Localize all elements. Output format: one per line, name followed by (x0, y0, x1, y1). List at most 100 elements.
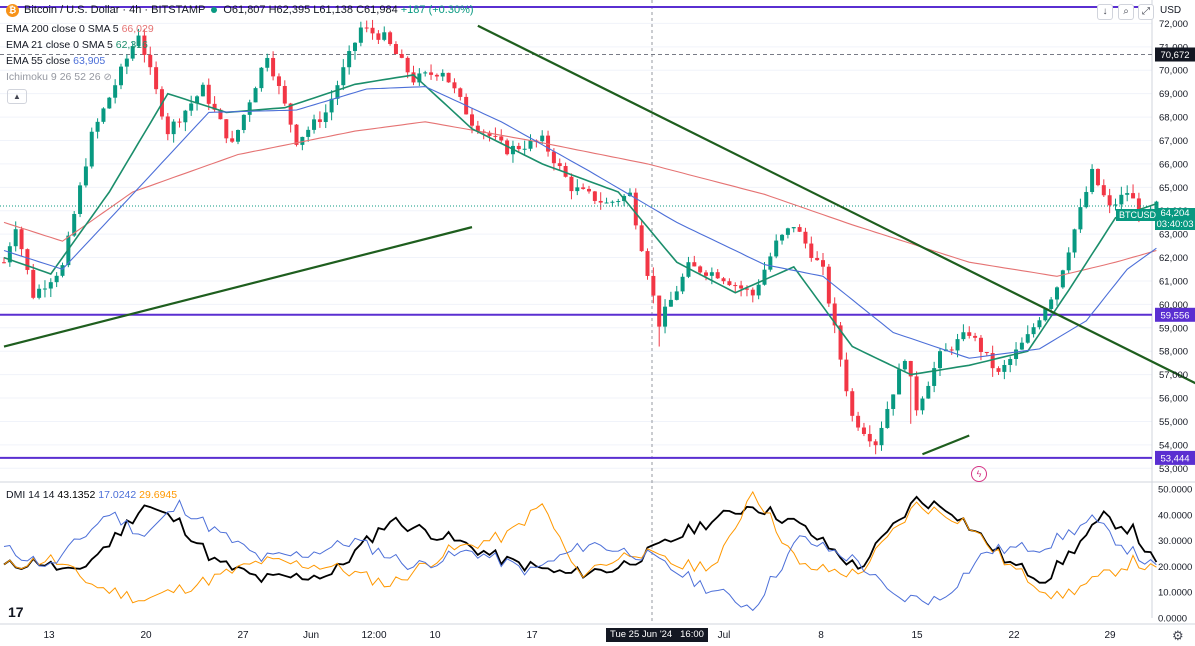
candle-body (54, 275, 59, 283)
candle-body (7, 246, 12, 263)
candle-body (423, 72, 428, 74)
horizontal-levels[interactable]: 70,672 59,556 53,444 (0, 6, 1195, 465)
candle-body (1136, 198, 1141, 214)
ema55-label: EMA 55 close (6, 55, 71, 67)
ema21-value: 62,316 (115, 39, 148, 51)
price-tick-label: 66,000 (1159, 159, 1188, 170)
candle-body (990, 353, 995, 369)
price-tick-label: 54,000 (1159, 440, 1188, 451)
candle-body (405, 57, 410, 73)
fullscreen-icon[interactable]: ⤢ (1138, 4, 1154, 20)
symbol-tag: BTCUSD (1116, 209, 1160, 221)
candle-body (353, 42, 357, 52)
candle-body (434, 74, 439, 77)
candle-body (932, 368, 937, 386)
legend-ema55[interactable]: EMA 55 close 63,905 (6, 55, 105, 67)
candle-body (294, 124, 299, 145)
ohlc-high: H62,395 (268, 4, 311, 16)
collapse-legend-button[interactable]: ▲ (7, 89, 27, 104)
symbol-header: ₿ Bitcoin / U.S. Dollar · 4h · BITSTAMP … (0, 0, 474, 20)
candle-body (388, 32, 393, 45)
candle-body (505, 140, 510, 155)
candle-body (493, 135, 498, 137)
candle-body (1031, 327, 1036, 335)
candle-body (475, 125, 480, 132)
candle-body (750, 289, 755, 296)
search-icon[interactable]: ⌕ (1118, 4, 1134, 20)
trendline (3, 226, 473, 348)
candle-series (0, 19, 1159, 455)
candle-body (37, 288, 42, 298)
candle-body (259, 67, 264, 89)
candle-body (142, 35, 147, 55)
candle-body (247, 102, 252, 115)
candle-body (364, 27, 369, 29)
candle-body (803, 231, 808, 244)
candle-body (218, 109, 223, 120)
candle-body (317, 119, 322, 123)
candle-body (967, 332, 972, 336)
candle-body (1049, 299, 1054, 309)
price-tick-label: 70,000 (1159, 66, 1188, 77)
candle-body (768, 256, 773, 270)
candle-body (72, 213, 77, 236)
cursor-time-label: Tue 25 Jun '24 16:00 (606, 628, 708, 642)
trendline (477, 24, 1195, 385)
time-tick-label: 20 (140, 630, 152, 641)
candle-body (1113, 204, 1118, 206)
trendlines[interactable] (3, 24, 1195, 456)
level-price-label: 53,444 (1160, 453, 1189, 464)
candle-body (616, 201, 621, 203)
candle-body (698, 266, 703, 273)
settings-icon[interactable]: ⚙ (1172, 628, 1184, 643)
price-tick-label: 63,000 (1159, 230, 1188, 241)
candle-body (393, 44, 398, 55)
candle-body (873, 441, 878, 446)
candle-body (48, 282, 53, 289)
symbol-tag-text: BTCUSD (1119, 210, 1157, 220)
candle-body (399, 54, 404, 58)
candle-body (382, 32, 387, 40)
cursor-date: Tue 25 Jun '24 (610, 629, 673, 640)
candle-body (557, 163, 562, 167)
candle-body (300, 136, 305, 145)
candle-body (522, 148, 527, 150)
candle-body (230, 138, 235, 142)
dmi-legend[interactable]: DMI 14 14 43.1352 17.0242 29.6945 (6, 489, 177, 501)
candle-body (470, 114, 474, 126)
candle-body (587, 188, 591, 192)
ema55-value: 63,905 (73, 55, 106, 67)
arrow-down-icon[interactable]: ↓ (1097, 4, 1113, 20)
candle-body (31, 269, 36, 298)
candle-body (25, 249, 30, 270)
symbol-title[interactable]: Bitcoin / U.S. Dollar · 4h · BITSTAMP (24, 4, 206, 16)
currency-label[interactable]: USD (1160, 5, 1182, 16)
candle-body (200, 84, 205, 97)
legend-ichimoku[interactable]: Ichimoku 9 26 52 26 ⊘ (6, 71, 112, 83)
candle-body (791, 227, 796, 229)
candle-body (528, 140, 533, 149)
candle-body (411, 72, 416, 83)
candle-body (1025, 334, 1030, 343)
lightning-icon[interactable]: ϟ (971, 466, 987, 482)
candle-body (926, 385, 931, 399)
candle-body (592, 191, 597, 201)
dmi-plus-di-value: 17.0242 (98, 489, 137, 501)
status-dot (211, 7, 218, 13)
time-tick-label: Jul (718, 630, 731, 641)
candle-body (271, 57, 276, 77)
legend-ema21[interactable]: EMA 21 close 0 SMA 5 62,316 (6, 39, 148, 51)
price-tick-label: 56,000 (1159, 394, 1188, 405)
candle-body (429, 72, 434, 75)
legend-ema200[interactable]: EMA 200 close 0 SMA 5 66,029 (6, 23, 154, 35)
eye-off-icon[interactable]: ⊘ (103, 72, 112, 83)
candle-body (282, 85, 287, 104)
price-tick-label: 60,000 (1159, 300, 1188, 311)
last-price-value: 64,204 (1160, 208, 1190, 219)
candle-body (955, 339, 960, 351)
tradingview-logo: 17 (8, 604, 24, 620)
candle-body (996, 368, 1001, 372)
candle-body (1055, 287, 1059, 300)
time-tick-label: 27 (237, 630, 249, 641)
